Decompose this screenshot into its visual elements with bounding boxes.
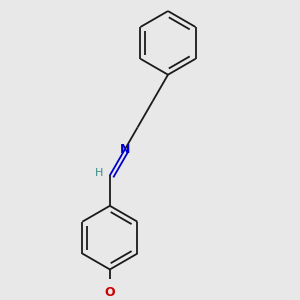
Text: N: N (120, 142, 130, 155)
Text: O: O (104, 286, 115, 299)
Text: H: H (95, 168, 103, 178)
